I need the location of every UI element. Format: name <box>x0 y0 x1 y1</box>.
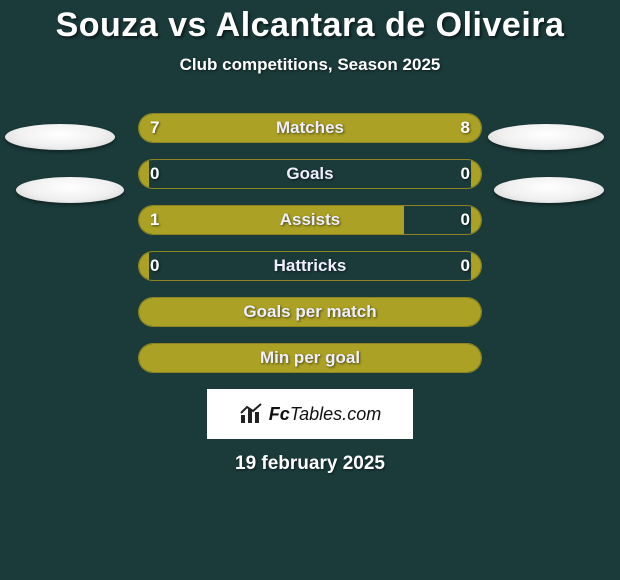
metric-row: 10Assists <box>0 205 620 235</box>
logo-text-bold: Fc <box>269 404 290 424</box>
player-photo-placeholder <box>488 124 604 150</box>
chart-icon <box>239 403 265 425</box>
page-subtitle: Club competitions, Season 2025 <box>0 55 620 75</box>
metric-label: Hattricks <box>138 251 482 281</box>
player-photo-placeholder <box>494 177 604 203</box>
comparison-rows: 78Matches00Goals10Assists00HattricksGoal… <box>0 113 620 373</box>
fctables-logo: FcTables.com <box>207 389 413 439</box>
logo-text-rest: Tables.com <box>290 404 381 424</box>
metric-row: 00Hattricks <box>0 251 620 281</box>
footer-date: 19 february 2025 <box>0 453 620 475</box>
metric-label: Min per goal <box>138 343 482 373</box>
metric-row: Min per goal <box>0 343 620 373</box>
page-title: Souza vs Alcantara de Oliveira <box>0 0 620 45</box>
player-photo-placeholder <box>16 177 124 203</box>
logo-text: FcTables.com <box>269 404 381 425</box>
metric-label: Goals per match <box>138 297 482 327</box>
metric-row: Goals per match <box>0 297 620 327</box>
metric-label: Assists <box>138 205 482 235</box>
metric-label: Matches <box>138 113 482 143</box>
player-photo-placeholder <box>5 124 115 150</box>
metric-label: Goals <box>138 159 482 189</box>
